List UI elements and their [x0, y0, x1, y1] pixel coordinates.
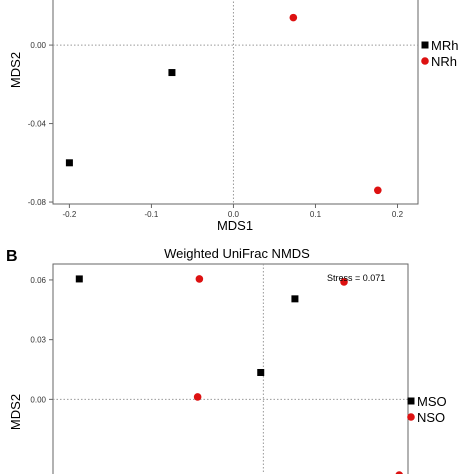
panel-b: B Weighted UniFrac NMDS 0.06 0.03 0.00 Str…	[6, 246, 447, 474]
y-axis-label-a: MDS2	[8, 52, 23, 88]
point-mrh	[168, 69, 176, 77]
panel-letter-b: B	[6, 248, 18, 265]
legend-marker-nso	[407, 413, 415, 421]
data-points-b	[75, 275, 403, 474]
x-axis-ticks-a: -0.2 -0.1 0.0 0.1 0.2	[63, 204, 404, 219]
point-mso	[75, 275, 83, 283]
y-tick-label: -0.04	[28, 120, 47, 129]
x-axis-label-a: MDS1	[217, 218, 253, 233]
reference-lines-b	[53, 264, 408, 474]
y-tick-label: 0.03	[30, 336, 46, 345]
x-tick-label: 0.1	[310, 210, 322, 219]
legend-marker-mso	[407, 397, 415, 405]
x-tick-label: -0.2	[63, 210, 77, 219]
legend-label-mso: MSO	[417, 394, 447, 409]
legend-label-mrh: MRh	[431, 38, 458, 53]
y-tick-label: 0.00	[30, 41, 46, 50]
x-tick-label: 0.2	[392, 210, 404, 219]
point-nso	[395, 471, 403, 474]
legend-marker-mrh	[421, 41, 429, 49]
legend-label-nso: NSO	[417, 410, 445, 425]
legend-label-nrh: NRh	[431, 54, 457, 69]
point-mrh	[65, 159, 73, 167]
chart-title-b: Weighted UniFrac NMDS	[164, 246, 310, 261]
point-mso	[291, 295, 299, 303]
plot-area-a	[52, 0, 419, 205]
panel-a: 0.00 -0.04 -0.08 -0.2 -0.1 0.0 0.1 0.2 MDS1 MD…	[8, 0, 458, 233]
data-points-a	[65, 13, 382, 195]
stress-annotation: Stress = 0.071	[327, 273, 385, 283]
legend-marker-nrh	[421, 57, 429, 65]
y-axis-ticks-a: 0.00 -0.04 -0.08	[28, 41, 53, 207]
y-axis-ticks-b: 0.06 0.03 0.00	[30, 276, 53, 404]
point-nso	[195, 275, 204, 283]
point-nso	[340, 278, 348, 286]
y-tick-label: 0.00	[30, 395, 46, 404]
reference-lines-a	[53, 0, 418, 204]
x-tick-label: -0.1	[145, 210, 159, 219]
point-nrh	[289, 13, 298, 22]
y-axis-label-b: MDS2	[8, 394, 23, 430]
point-mso	[257, 368, 265, 376]
y-tick-label: -0.08	[28, 198, 47, 207]
x-tick-label: 0.0	[228, 210, 240, 219]
point-nrh	[374, 186, 382, 195]
y-tick-label: 0.06	[30, 276, 46, 285]
point-nso	[193, 393, 202, 401]
plot-area-b	[52, 263, 409, 474]
